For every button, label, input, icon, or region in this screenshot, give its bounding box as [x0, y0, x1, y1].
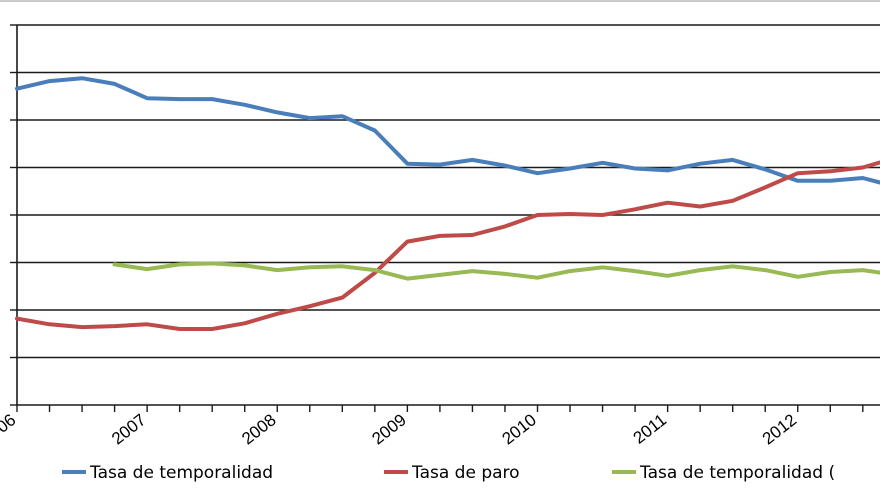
legend-label-3: Tasa de temporalidad (: [639, 463, 835, 483]
x-tick-label-2008: 2008: [238, 410, 280, 448]
legend-label-2: Tasa de paro: [411, 463, 520, 483]
legend: Tasa de temporalidad Tasa de paro Tasa de …: [62, 463, 835, 483]
gridlines: [17, 24, 880, 359]
axes: [10, 24, 880, 412]
legend-label-1: Tasa de temporalidad: [89, 463, 273, 483]
series-line-1: [15, 76, 880, 185]
series-line-3: [112, 261, 880, 281]
x-tick-label-2011: 2011: [630, 410, 671, 447]
x-tick-label-2006: 2006: [0, 410, 19, 448]
series-line-2: [15, 160, 880, 331]
x-tick-labels: 200620072008200920102011201220132014: [0, 410, 801, 448]
x-tick-label-2007: 2007: [108, 410, 150, 448]
x-tick-label-2012: 2012: [759, 410, 801, 448]
x-tick-label-2010: 2010: [498, 410, 540, 448]
x-tick-label-2009: 2009: [368, 410, 410, 448]
series-lines: [15, 76, 880, 331]
